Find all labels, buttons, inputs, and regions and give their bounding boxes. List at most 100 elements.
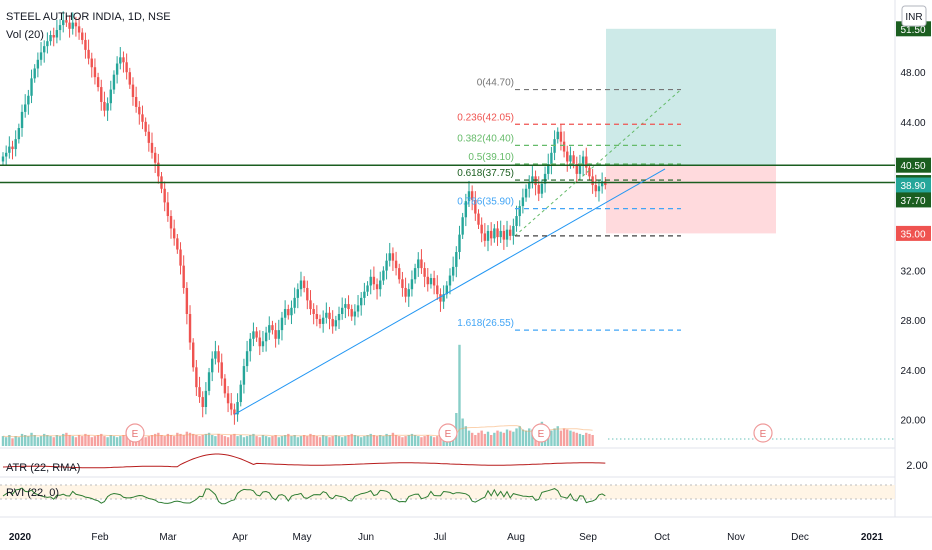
candle-body — [312, 309, 315, 314]
volume-bar — [407, 435, 410, 446]
candle-body — [252, 331, 255, 339]
candle-body — [439, 294, 442, 302]
currency-button-label[interactable]: INR — [905, 12, 922, 23]
candle-body — [52, 35, 55, 38]
volume-bar — [182, 435, 185, 446]
candle-body — [423, 268, 426, 277]
fib-level-label: 0.786(35.90) — [457, 197, 514, 208]
candle-body — [55, 30, 59, 38]
volume-bar — [23, 435, 27, 446]
position-zones[interactable] — [606, 28, 776, 234]
candle-body — [566, 151, 569, 162]
candles — [1, 11, 607, 425]
candle-body — [328, 312, 331, 319]
candle-body — [572, 155, 575, 164]
candle-body — [242, 366, 246, 385]
drawings[interactable]: 0(44.70) 0.236(42.05) 0.382(40.40) 0.5(39.1… — [0, 78, 895, 443]
candle-body — [249, 338, 252, 352]
candle-body — [518, 206, 521, 217]
volume-bar — [391, 432, 395, 446]
candle-body — [372, 276, 376, 285]
candle-body — [8, 146, 11, 153]
candle-body — [283, 309, 287, 318]
candle-body — [369, 276, 372, 286]
volume-bar — [575, 432, 578, 446]
volume-bar — [141, 435, 144, 446]
earnings-marker[interactable] — [438, 423, 458, 443]
y-tick-label: 28.00 — [900, 316, 925, 327]
volume-bar — [201, 435, 204, 446]
earnings-marker[interactable] — [531, 423, 551, 443]
volume-bar — [366, 435, 369, 446]
price-badge-label: 51.50 — [900, 25, 925, 36]
candle-body — [271, 325, 274, 331]
volume-bar — [470, 432, 474, 446]
candle-body — [176, 238, 179, 250]
trendline[interactable] — [234, 168, 666, 415]
candle-body — [280, 317, 284, 331]
volume-bar — [125, 433, 128, 446]
candle-body — [318, 318, 322, 324]
candle-body — [515, 216, 518, 226]
volume-bar — [185, 431, 189, 446]
candle-body — [489, 230, 493, 239]
volume-bar — [255, 436, 258, 446]
volume-bar — [325, 436, 328, 446]
volume-bar — [531, 429, 534, 446]
candle-body — [350, 309, 353, 317]
candle-body — [204, 390, 208, 407]
candle-body — [385, 260, 388, 271]
volume-bar — [302, 435, 306, 446]
currency-button[interactable]: INR — [901, 5, 927, 27]
volume-bar — [62, 433, 65, 446]
candle-body — [36, 59, 40, 69]
candle-body — [353, 311, 357, 317]
volume-bar — [512, 431, 515, 446]
candle-body — [363, 291, 366, 298]
atr-axis-value: 2.00 — [906, 460, 927, 472]
candle-body — [493, 228, 496, 239]
candle-body — [321, 317, 325, 324]
volume-bar — [334, 435, 338, 446]
fib-trend-line[interactable] — [514, 89, 682, 237]
candle-body — [528, 182, 531, 189]
volume-bar — [11, 438, 14, 446]
candle-body — [477, 213, 480, 225]
candle-body — [502, 230, 506, 240]
profit-zone[interactable] — [606, 28, 776, 166]
earnings-marker[interactable] — [125, 423, 145, 443]
candle-body — [547, 163, 550, 174]
volume-bar — [71, 436, 74, 446]
candle-body — [394, 260, 398, 269]
volume-bar — [242, 437, 246, 446]
volume-bar — [33, 435, 36, 446]
volume-bar — [280, 436, 284, 446]
volume-bar — [372, 435, 376, 446]
volume-bar — [363, 436, 366, 446]
candle-body — [128, 72, 131, 85]
candle-body — [77, 26, 81, 33]
y-tick-label: 24.00 — [900, 366, 925, 377]
candle-body — [417, 259, 420, 269]
candle-body — [261, 341, 265, 347]
candle-body — [122, 57, 125, 63]
candle-body — [65, 20, 68, 23]
candle-body — [226, 393, 230, 404]
volume-bar — [122, 435, 125, 446]
volume-bar — [350, 433, 353, 446]
candle-body — [331, 318, 334, 327]
volume-bar — [432, 437, 436, 446]
loss-zone[interactable] — [606, 165, 776, 234]
currency-button-frame[interactable] — [901, 5, 927, 27]
x-tick-label: Sep — [579, 532, 597, 543]
candle-body — [109, 89, 112, 104]
volume-bar — [160, 435, 163, 446]
earnings-marker[interactable] — [753, 423, 773, 443]
volume-bar — [49, 436, 52, 446]
volume-bar — [179, 433, 182, 446]
candle-body — [172, 228, 176, 239]
volume-bar — [566, 429, 569, 446]
candle-body — [398, 268, 401, 280]
volume-bar — [515, 428, 518, 446]
